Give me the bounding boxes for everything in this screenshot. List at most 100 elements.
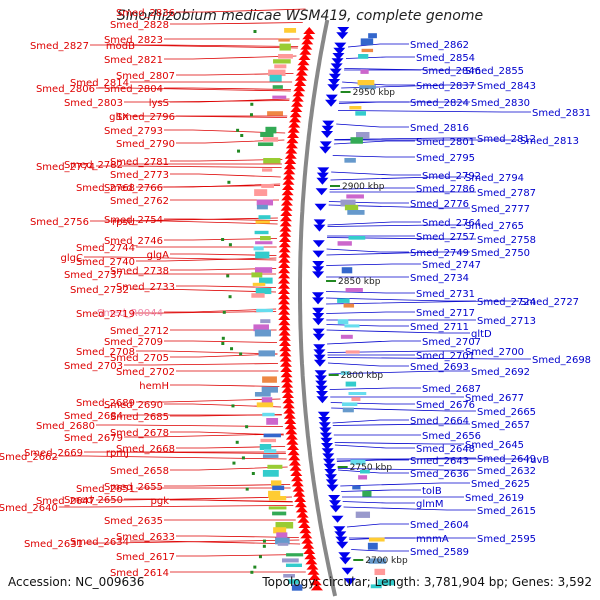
gene-label-right: Smed_2786 bbox=[416, 184, 475, 195]
label-connector bbox=[331, 171, 421, 176]
forward-gene-arrow bbox=[278, 245, 291, 253]
gene-label-right: Smed_2854 bbox=[416, 53, 475, 64]
gene-label-right: Smed_2643 bbox=[410, 456, 469, 467]
feature-block bbox=[268, 69, 286, 77]
forward-gene-arrow bbox=[288, 115, 301, 123]
feature-block bbox=[263, 433, 281, 438]
reverse-gene-arrow bbox=[312, 333, 325, 341]
feature-block bbox=[252, 282, 266, 286]
reverse-gene-arrow bbox=[323, 463, 336, 471]
forward-gene-arrow bbox=[278, 266, 291, 274]
reverse-gene-arrow bbox=[313, 354, 326, 362]
feature-block bbox=[261, 184, 274, 188]
gene-label-right: Smed_2665 bbox=[477, 407, 536, 418]
gene-label-right: mnmA bbox=[416, 534, 449, 545]
label-connector bbox=[170, 253, 277, 256]
forward-gene-arrow bbox=[278, 302, 291, 310]
reverse-gene-arrow bbox=[321, 443, 334, 450]
gene-label-right: Smed_2687 bbox=[422, 384, 481, 395]
reverse-gene-arrow bbox=[322, 120, 335, 128]
feature-block bbox=[348, 236, 366, 240]
gene-label-left: Smed_2773 bbox=[110, 170, 169, 181]
gene-label-left: Smed_2814 bbox=[70, 78, 129, 89]
reverse-gene-arrow bbox=[318, 422, 331, 430]
feature-block bbox=[263, 449, 277, 453]
feature-block bbox=[253, 324, 269, 332]
gene-label-left: Smed_2633 bbox=[116, 532, 175, 543]
gene-label-left: Smed_2804 bbox=[104, 84, 163, 95]
gene-label-right: Smed_2795 bbox=[416, 153, 475, 164]
forward-gene-arrow bbox=[284, 417, 297, 424]
gene-label-left: Smed_2744 bbox=[76, 243, 135, 254]
forward-gene-arrow bbox=[302, 32, 315, 40]
label-connector bbox=[58, 505, 294, 508]
label-connector bbox=[332, 423, 470, 426]
gene-label-right: Smed_2727 bbox=[520, 297, 579, 308]
feature-block bbox=[260, 438, 277, 443]
feature-block bbox=[269, 74, 282, 82]
forward-gene-arrow bbox=[285, 427, 298, 435]
label-connector bbox=[337, 468, 476, 471]
forward-gene-arrow bbox=[287, 443, 300, 450]
gene-label-right: Smed_2649 bbox=[477, 454, 536, 465]
gene-label-right: Smed_2787 bbox=[477, 188, 536, 199]
feature-block bbox=[283, 574, 295, 578]
feature-block bbox=[344, 204, 359, 211]
forward-gene-arrow bbox=[288, 453, 301, 461]
label-connector bbox=[164, 484, 291, 487]
feature-block bbox=[345, 350, 360, 354]
forward-gene-arrow bbox=[303, 547, 316, 554]
gene-label-right: ruvB bbox=[526, 455, 549, 466]
feature-block bbox=[272, 85, 283, 89]
forward-gene-arrow bbox=[284, 151, 297, 159]
label-connector bbox=[90, 217, 278, 222]
label-connectors bbox=[58, 8, 531, 573]
forward-gene-arrow bbox=[281, 385, 294, 393]
label-connector bbox=[325, 291, 415, 294]
feature-block bbox=[342, 407, 354, 413]
feature-block bbox=[256, 308, 273, 313]
gene-label-left: Smed_2669 bbox=[24, 448, 83, 459]
marker-dot bbox=[230, 347, 234, 351]
feature-block bbox=[349, 106, 362, 110]
feature-block bbox=[255, 241, 273, 245]
feature-block bbox=[261, 386, 278, 393]
feature-block bbox=[348, 392, 367, 396]
feature-block bbox=[258, 215, 271, 220]
feature-block bbox=[256, 199, 274, 206]
feature-block bbox=[360, 470, 370, 474]
gene-label-right: Smed_2843 bbox=[477, 81, 536, 92]
marker-dot bbox=[221, 336, 225, 340]
gene-label-right: Smed_2636 bbox=[410, 469, 469, 480]
feature-block bbox=[358, 475, 368, 480]
forward-gene-arrow bbox=[280, 375, 293, 383]
backbone-arc bbox=[298, 19, 338, 597]
feature-block bbox=[286, 553, 304, 557]
forward-gene-arrow bbox=[278, 281, 291, 289]
gene-label-left: Smed_2679 bbox=[64, 433, 123, 444]
gene-label-left: gltX bbox=[109, 112, 129, 123]
feature-block bbox=[346, 194, 364, 199]
forward-gene-arrow bbox=[278, 276, 291, 284]
feature-block bbox=[291, 584, 303, 591]
gene-label-left: Smed_2640 bbox=[0, 503, 58, 514]
reverse-gene-arrow bbox=[322, 453, 335, 461]
label-connector bbox=[346, 523, 409, 528]
forward-gene-arrow bbox=[278, 261, 291, 268]
label-connector bbox=[170, 22, 303, 25]
forward-gene-arrow bbox=[299, 47, 312, 55]
gene-label-left: Smed_2678 bbox=[110, 428, 169, 439]
gene-label-right: gltD bbox=[471, 329, 492, 340]
label-connector bbox=[176, 554, 303, 557]
gene-label-left: glgC bbox=[61, 253, 83, 264]
marker-dot bbox=[221, 238, 225, 241]
accession-text: Accession: NC_009636 bbox=[8, 575, 145, 589]
forward-gene-arrow bbox=[297, 58, 310, 66]
gene-label-left: Smed_2651 bbox=[76, 484, 135, 495]
reverse-gene-arrow bbox=[319, 146, 332, 154]
forward-gene-arrow bbox=[280, 365, 293, 372]
forward-gene-arrow bbox=[296, 510, 309, 518]
gene-label-left: Smed_2617 bbox=[116, 552, 175, 563]
forward-gene-arrow bbox=[278, 250, 291, 258]
